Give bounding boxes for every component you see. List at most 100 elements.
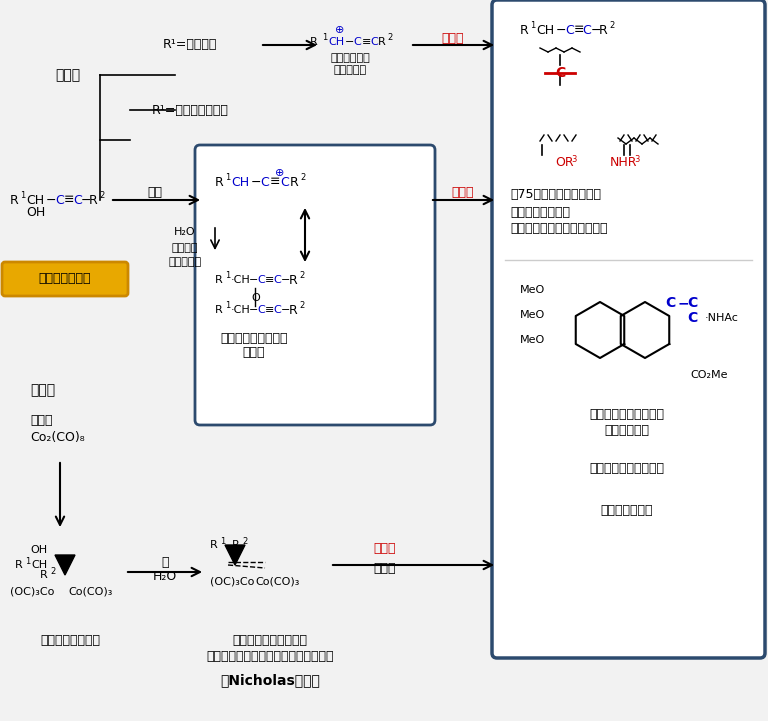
Text: 反応剤: 反応剤 (442, 32, 464, 45)
FancyBboxPatch shape (2, 262, 128, 296)
Text: 保護基: 保護基 (30, 414, 52, 427)
Text: は水のみ）: は水のみ） (168, 257, 201, 267)
Text: 2: 2 (299, 301, 304, 311)
Text: R: R (289, 304, 298, 317)
Text: −: − (81, 193, 91, 206)
Text: R: R (210, 540, 218, 550)
Text: −: − (591, 24, 601, 37)
Text: 開発された方法: 開発された方法 (38, 273, 91, 286)
FancyBboxPatch shape (492, 0, 765, 658)
Text: （Nicholas反応）: （Nicholas反応） (220, 673, 320, 687)
Text: 反応剤: 反応剤 (452, 187, 475, 200)
FancyBboxPatch shape (195, 145, 435, 425)
Text: 1: 1 (225, 174, 230, 182)
Text: 不安定カチオン種の: 不安定カチオン種の (220, 332, 288, 345)
Text: ·NHAc: ·NHAc (705, 313, 739, 323)
Text: C: C (554, 66, 565, 80)
Text: −: − (46, 193, 57, 206)
Text: C: C (687, 296, 697, 310)
Text: R: R (520, 24, 528, 37)
Text: R: R (310, 37, 318, 47)
Text: MeO: MeO (520, 335, 545, 345)
Text: OH: OH (26, 206, 45, 219)
Text: ≡: ≡ (270, 175, 280, 188)
Text: C: C (73, 193, 81, 206)
Text: 保護された化合物: 保護された化合物 (40, 634, 100, 647)
Text: CO₂Me: CO₂Me (690, 370, 727, 380)
Text: −: − (249, 275, 258, 285)
Text: R¹=安定化基: R¹=安定化基 (163, 38, 217, 51)
Text: C: C (280, 175, 289, 188)
Text: −: − (556, 24, 567, 37)
Polygon shape (225, 545, 245, 565)
Text: 脱保護: 脱保護 (374, 562, 396, 575)
Text: R: R (10, 193, 18, 206)
Text: カチオン種: カチオン種 (333, 65, 366, 75)
Text: (OC)₃Co: (OC)₃Co (10, 587, 55, 597)
Text: R: R (215, 275, 223, 285)
Text: ・75種類の多様な化合物: ・75種類の多様な化合物 (510, 188, 601, 201)
Text: −: − (281, 305, 290, 315)
Text: Co(CO)₃: Co(CO)₃ (255, 577, 300, 587)
Text: 1: 1 (530, 22, 535, 30)
Text: ・グラムスケールでの合成可: ・グラムスケールでの合成可 (510, 223, 607, 236)
Text: H₂O: H₂O (174, 227, 196, 237)
Text: C: C (257, 305, 265, 315)
Text: 1: 1 (225, 272, 230, 280)
Text: O: O (251, 293, 260, 303)
Text: 従来法: 従来法 (55, 68, 80, 82)
Text: −: − (345, 37, 354, 47)
Text: C: C (55, 193, 64, 206)
Text: R: R (215, 175, 223, 188)
Text: ·CH: ·CH (231, 305, 250, 315)
Text: ・高い位置選択性: ・高い位置選択性 (510, 205, 570, 218)
Text: C: C (353, 37, 361, 47)
Text: C: C (687, 311, 697, 325)
Text: 安定化された: 安定化された (330, 53, 370, 63)
Text: 1: 1 (20, 192, 25, 200)
Text: R: R (40, 570, 48, 580)
Text: 2: 2 (300, 174, 305, 182)
Text: CH: CH (26, 193, 44, 206)
Text: R: R (378, 37, 386, 47)
Text: 2: 2 (299, 272, 304, 280)
Text: C: C (273, 305, 281, 315)
Text: ⊕: ⊕ (336, 25, 345, 35)
Text: 得られる化合物: 得られる化合物 (601, 503, 654, 516)
Text: 触媒: 触媒 (147, 187, 163, 200)
Text: 2: 2 (609, 22, 614, 30)
Text: R: R (15, 560, 23, 570)
Text: R: R (289, 273, 298, 286)
Text: 保護基によって安定化: 保護基によって安定化 (233, 634, 307, 647)
Text: 3: 3 (571, 154, 576, 164)
Text: (OC)₃Co: (OC)₃Co (210, 577, 254, 587)
Text: R¹=安定化基でない: R¹=安定化基でない (151, 104, 228, 117)
Text: 2: 2 (50, 567, 55, 575)
Text: −: − (249, 305, 258, 315)
Text: アロコルヒチン誘導体: アロコルヒチン誘導体 (590, 409, 664, 422)
Text: 1: 1 (220, 536, 225, 546)
Text: R: R (290, 175, 299, 188)
Text: NHR: NHR (610, 156, 637, 169)
Text: MeO: MeO (520, 310, 545, 320)
Text: −: − (677, 296, 689, 310)
Text: R: R (232, 540, 240, 550)
Text: ≡: ≡ (64, 193, 74, 206)
Text: H₂O: H₂O (153, 570, 177, 583)
Text: CH: CH (328, 37, 344, 47)
Text: −: − (251, 175, 261, 188)
Text: ⊕: ⊕ (275, 168, 285, 178)
Text: CH: CH (231, 175, 249, 188)
Text: 1: 1 (225, 301, 230, 311)
Text: Co₂(CO)₈: Co₂(CO)₈ (30, 431, 84, 445)
Text: C: C (260, 175, 269, 188)
Text: −: − (281, 275, 290, 285)
Text: 反応剤: 反応剤 (374, 541, 396, 554)
Text: ·CH: ·CH (231, 275, 250, 285)
Text: 2: 2 (242, 536, 247, 546)
Text: 避難所: 避難所 (243, 345, 265, 358)
Text: 従来法: 従来法 (30, 383, 55, 397)
Text: （廃棄物: （廃棄物 (172, 243, 198, 253)
Text: C: C (665, 296, 675, 310)
Text: Co(CO)₃: Co(CO)₃ (68, 587, 112, 597)
